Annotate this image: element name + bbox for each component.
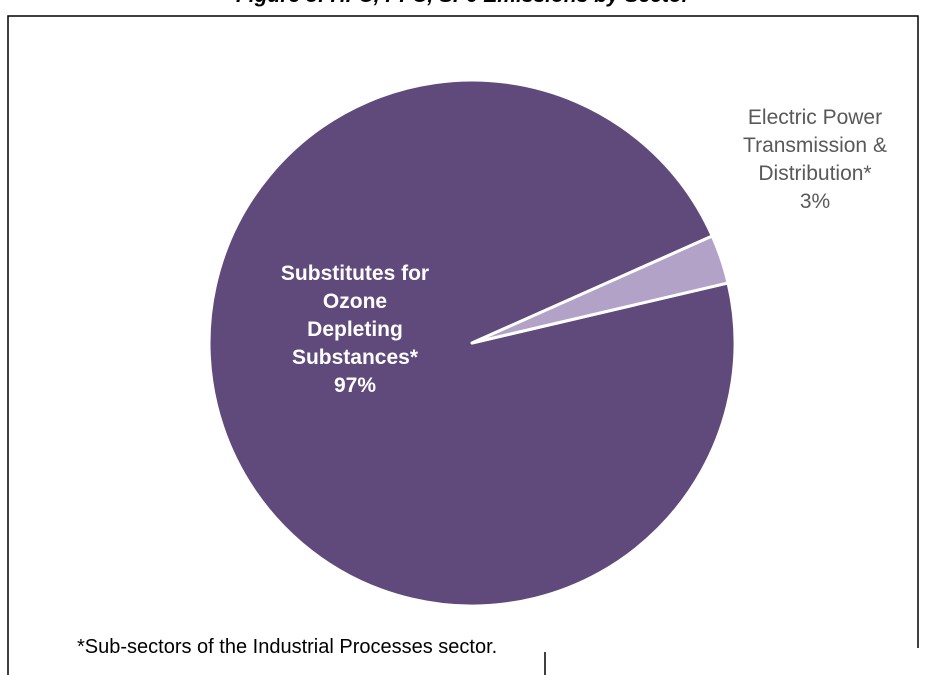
- category-label: Electric Power Transmission & Distributi…: [743, 106, 887, 185]
- chart-title: Figure 3: HFC, PFC, SF6 Emissions by Sec…: [0, 0, 926, 8]
- value-label: 97%: [333, 374, 377, 397]
- slice-label: Substitutes for Ozone Depleting Substanc…: [280, 260, 430, 400]
- frame: [7, 15, 919, 675]
- pie: [207, 78, 737, 608]
- category-label: Substitutes for Ozone Depleting Substanc…: [280, 262, 430, 369]
- value-label: 3%: [799, 190, 831, 213]
- footnote: *Sub-sectors of the Industrial Processes…: [77, 636, 498, 658]
- slice-label: Electric Power Transmission & Distributi…: [700, 104, 926, 216]
- slice: [470, 234, 730, 345]
